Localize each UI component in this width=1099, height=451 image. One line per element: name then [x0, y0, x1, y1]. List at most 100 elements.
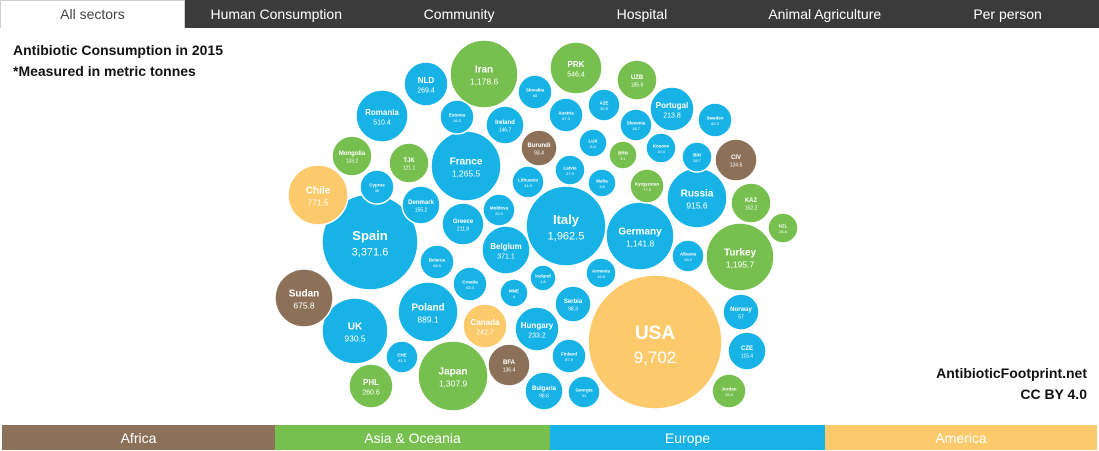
bubble-circle-greece[interactable] [441, 202, 485, 246]
bubble-phl[interactable]: PHL 260.6 [348, 363, 394, 409]
bubble-circle-civ[interactable] [714, 138, 758, 182]
bubble-circle-serbia[interactable] [554, 285, 592, 323]
bubble-circle-lux[interactable] [578, 128, 608, 158]
bubble-circle-iran[interactable] [449, 39, 519, 109]
legend-africa[interactable]: Africa [2, 425, 275, 450]
bubble-circle-usa[interactable] [587, 274, 723, 410]
bubble-nld[interactable]: NLD 269.4 [403, 61, 449, 107]
bubble-circle-finland[interactable] [551, 338, 587, 374]
bubble-circle-lithuania[interactable] [511, 165, 545, 199]
legend-america[interactable]: America [825, 425, 1097, 450]
tab-human-consumption[interactable]: Human Consumption [184, 0, 368, 28]
tab-community[interactable]: Community [367, 0, 551, 28]
bubble-circle-ireland[interactable] [485, 105, 525, 145]
bubble-circle-austria[interactable] [548, 97, 584, 133]
bubble-circle-canada[interactable] [462, 303, 508, 349]
bubble-circle-bih[interactable] [681, 141, 713, 173]
bubble-circle-phl[interactable] [348, 363, 394, 409]
bubble-circle-chile[interactable] [287, 164, 349, 226]
bubble-circle-prk[interactable] [549, 41, 603, 95]
bubble-circle-denmark[interactable] [401, 185, 441, 225]
bubble-circle-mne[interactable] [499, 278, 529, 308]
bubble-circle-belarus[interactable] [419, 244, 455, 280]
bubble-circle-mongolia[interactable] [331, 135, 373, 177]
bubble-circle-latvia[interactable] [554, 154, 586, 186]
bubble-circle-nld[interactable] [403, 61, 449, 107]
bubble-circle-iceland[interactable] [529, 264, 557, 292]
tab-per-person[interactable]: Per person [916, 0, 1099, 28]
bubble-portugal[interactable]: Portugal 213.8 [649, 86, 695, 132]
bubble-hungary[interactable]: Hungary 233.2 [514, 306, 560, 352]
bubble-belgium[interactable]: Belgium 371.1 [481, 225, 531, 275]
bubble-circle-nzl[interactable] [767, 212, 799, 244]
bubble-circle-malta[interactable] [587, 168, 617, 198]
bubble-circle-estonia[interactable] [439, 99, 475, 135]
bubble-circle-bfa[interactable] [487, 343, 531, 387]
bubble-prk[interactable]: PRK 546.4 [549, 41, 603, 95]
bubble-usa[interactable]: USA 9,702 [587, 274, 723, 410]
bubble-circle-norway[interactable] [722, 293, 760, 331]
bubble-circle-turkey[interactable] [705, 222, 775, 292]
bubble-circle-bulgaria[interactable] [524, 371, 564, 411]
legend-europe[interactable]: Europe [550, 425, 825, 450]
bubble-circle-cyprus[interactable] [359, 169, 395, 205]
bubble-canada[interactable]: Canada 242.7 [462, 303, 508, 349]
bubble-circle-jordan[interactable] [711, 373, 747, 409]
bubble-circle-hungary[interactable] [514, 306, 560, 352]
bubble-circle-belgium[interactable] [481, 225, 531, 275]
tab-all-sectors[interactable]: All sectors [0, 0, 185, 28]
tab-hospital[interactable]: Hospital [550, 0, 734, 28]
bubble-circle-burundi[interactable] [520, 129, 558, 167]
bubble-circle-italy[interactable] [525, 185, 607, 267]
bubble-circle-moldova[interactable] [482, 193, 516, 227]
bubble-circle-sudan[interactable] [274, 268, 334, 328]
tab-animal-agriculture[interactable]: Animal Agriculture [733, 0, 917, 28]
bubble-circle-brn[interactable] [608, 140, 638, 170]
bubble-circle-kaz[interactable] [730, 182, 772, 224]
bubble-circle-georgia[interactable] [567, 375, 601, 409]
bubble-circle-sweden[interactable] [697, 102, 733, 138]
